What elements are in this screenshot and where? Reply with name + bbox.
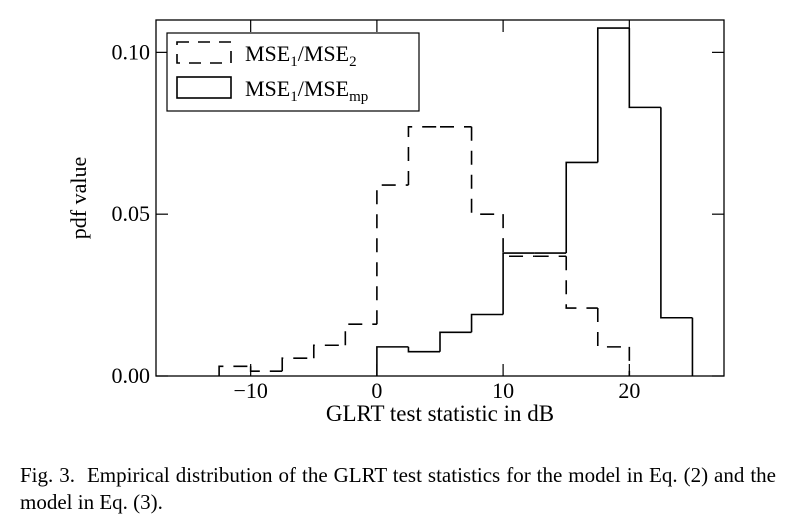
histogram-bin bbox=[218, 365, 251, 376]
histogram-bin bbox=[439, 331, 472, 352]
x-tick-label: 10 bbox=[492, 378, 514, 403]
figure-number: Fig. 3. bbox=[20, 463, 75, 487]
x-tick-label: 0 bbox=[371, 378, 382, 403]
x-tick-label: 20 bbox=[618, 378, 640, 403]
histogram-bin bbox=[281, 357, 314, 372]
histogram-bin bbox=[596, 308, 630, 348]
histogram-bin bbox=[470, 313, 504, 333]
axis-ticks bbox=[156, 20, 724, 377]
histogram-bin bbox=[407, 346, 440, 353]
x-axis-label: GLRT test statistic in dB bbox=[326, 401, 554, 426]
histogram-bin bbox=[628, 28, 661, 109]
histogram-figure: −10 0 10 20 0.00 0.05 0.10 GLRT test statistic… bbox=[66, 19, 725, 426]
figure-caption: Fig. 3. Empirical distribution of the GL… bbox=[20, 462, 776, 516]
histogram-bin bbox=[312, 344, 346, 359]
legend: MSE1/MSE2 MSE1/MSEmp bbox=[166, 32, 420, 112]
histogram-bin bbox=[376, 346, 409, 376]
histogram-bin bbox=[470, 126, 504, 215]
legend-swatch-dashed bbox=[176, 41, 232, 64]
histogram-bin bbox=[565, 256, 598, 309]
histogram-bin bbox=[502, 252, 535, 315]
series-dashed bbox=[218, 126, 631, 376]
legend-swatch-solid bbox=[176, 76, 232, 99]
x-tick-label: −10 bbox=[233, 378, 267, 403]
y-tick-label: 0.10 bbox=[112, 39, 151, 64]
y-tick-label: 0.05 bbox=[112, 201, 151, 226]
legend-label-mse1-mse2: MSE1/MSE2 bbox=[245, 41, 357, 70]
plot-frame bbox=[155, 19, 725, 377]
histogram-bin bbox=[565, 161, 598, 254]
histogram-bin bbox=[596, 27, 630, 163]
legend-label-mse1-msemp: MSE1/MSEmp bbox=[245, 76, 368, 105]
histogram-bin bbox=[376, 184, 409, 325]
histogram-bin bbox=[502, 214, 535, 258]
histogram-bars bbox=[218, 27, 694, 376]
histogram-bin bbox=[660, 107, 693, 319]
histogram-bin bbox=[344, 323, 377, 346]
caption-text: Empirical distribution of the GLRT test … bbox=[20, 463, 776, 514]
histogram-bin bbox=[407, 126, 440, 186]
y-tick-label: 0.00 bbox=[112, 363, 151, 388]
histogram-bin bbox=[249, 366, 283, 372]
series-solid bbox=[376, 27, 694, 376]
tick-labels: −10 0 10 20 0.00 0.05 0.10 bbox=[112, 39, 641, 403]
y-axis-label: pdf value bbox=[66, 157, 91, 239]
